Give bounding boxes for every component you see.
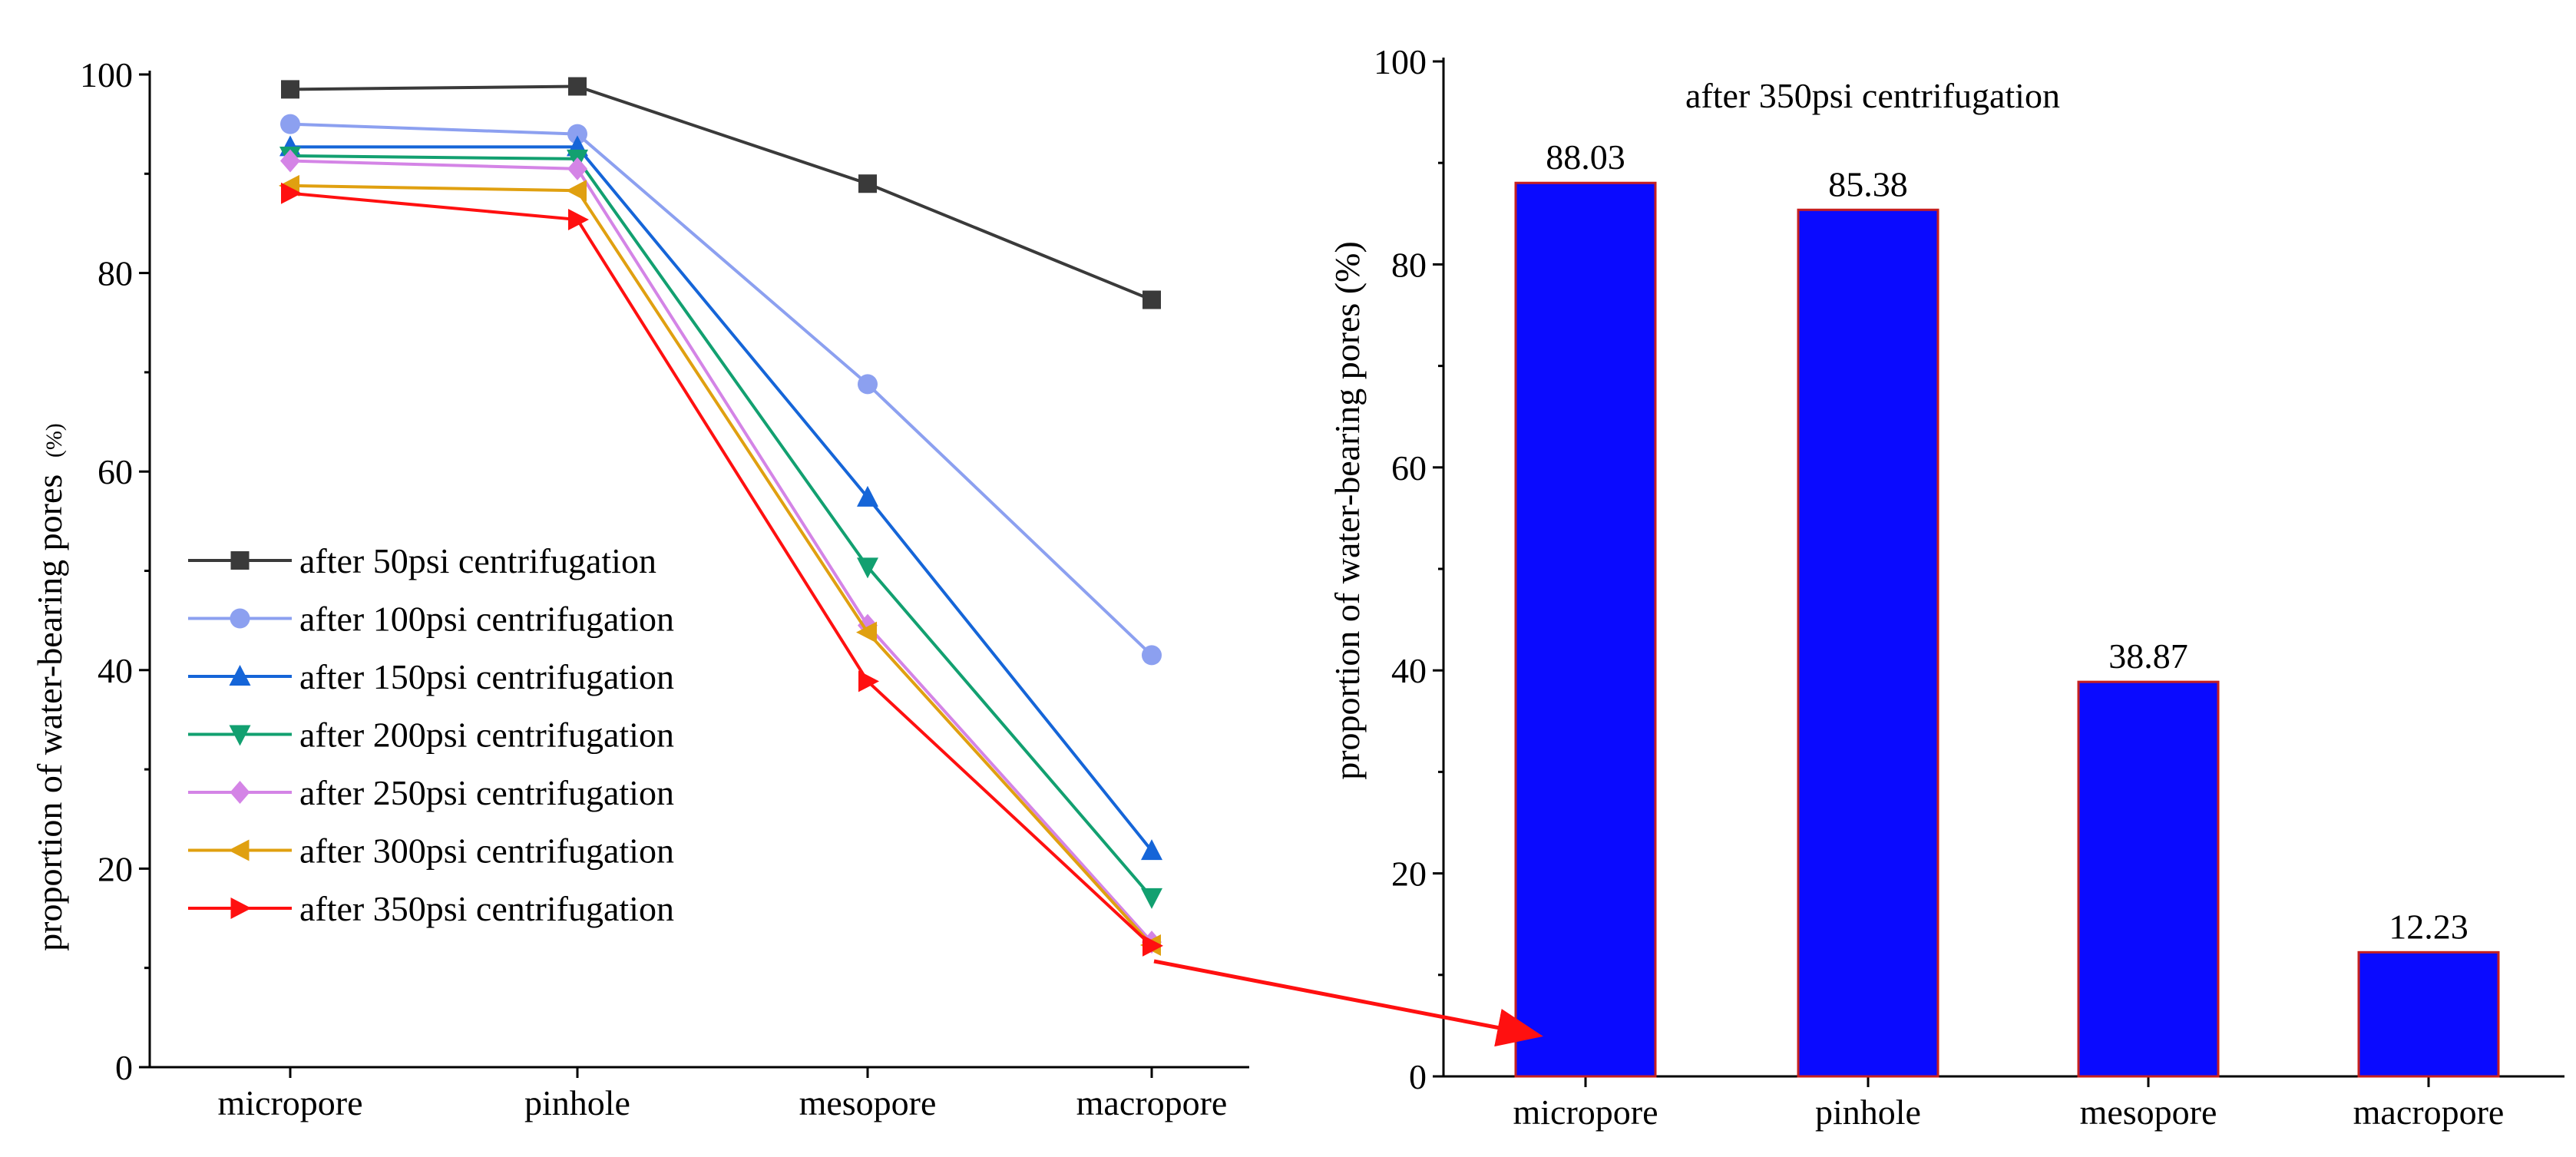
bar-chart-x-tick-label: mesopore: [2080, 1093, 2217, 1132]
line-series: [281, 182, 1163, 957]
line-data-point: [567, 157, 587, 180]
line-chart-legend: after 50psi centrifugation after 100psi c…: [188, 541, 674, 928]
bar-chart-y-axis-label: proportion of water-bearing pores (%): [1328, 241, 1367, 780]
legend-label: after 100psi centrifugation: [299, 600, 674, 639]
bar: [1514, 181, 1657, 1078]
legend-swatch-marker: [229, 725, 251, 746]
legend-swatch-marker: [230, 608, 250, 629]
line-chart: 0 20 40 60 80 100 micropore pinhole mesopore macr…: [30, 55, 1249, 1122]
bar-chart-y-tick-label: 40: [1391, 651, 1427, 690]
legend-label: after 50psi centrifugation: [299, 541, 656, 580]
legend-item: after 350psi centrifugation: [188, 889, 674, 928]
line-data-point: [568, 77, 587, 96]
line-data-point: [566, 180, 587, 202]
line-series-path: [289, 191, 1153, 947]
legend-label: after 150psi centrifugation: [299, 657, 674, 696]
line-series-path: [289, 154, 1153, 899]
line-data-point: [858, 174, 877, 193]
bar: [1797, 208, 1939, 1078]
bar-chart-bars: 88.03 85.38 38.87 12.23: [1514, 137, 2500, 1078]
line-chart-y-tick-label: 0: [115, 1048, 133, 1087]
legend-swatch-marker: [229, 665, 251, 686]
line-chart-y-axis-unit: (%): [41, 423, 67, 458]
line-data-point: [858, 670, 879, 693]
line-series-path: [290, 145, 1153, 852]
bar-chart-y-tick-label: 80: [1391, 245, 1427, 284]
bar-value-label: 88.03: [1546, 137, 1625, 177]
line-chart-axes: 0 20 40 60 80 100 micropore pinhole mesopore macr…: [80, 55, 1249, 1122]
legend-item: after 300psi centrifugation: [188, 831, 674, 871]
line-data-point: [857, 485, 878, 507]
line-data-point: [1141, 839, 1162, 861]
legend-label: after 250psi centrifugation: [299, 773, 674, 812]
line-chart-y-tick-label: 80: [98, 254, 133, 293]
line-data-point: [280, 114, 300, 134]
line-series-path: [289, 84, 1152, 302]
legend-swatch-marker: [230, 781, 250, 804]
bar: [2077, 680, 2220, 1078]
legend-item: after 200psi centrifugation: [188, 716, 674, 755]
line-series: [281, 77, 1161, 309]
line-data-point: [567, 124, 587, 144]
legend-swatch-marker: [228, 839, 250, 861]
bar-value-label: 38.87: [2108, 636, 2188, 676]
legend-label: after 200psi centrifugation: [299, 716, 674, 755]
bar-chart: 0 20 40 60 80 100 micropore pinhole mesopore macr…: [1328, 42, 2564, 1132]
line-series-path: [289, 159, 1153, 944]
line-chart-y-tick-label: 100: [80, 55, 133, 94]
line-chart-x-tick-label: pinhole: [524, 1083, 630, 1122]
line-chart-series-group: [279, 77, 1163, 957]
line-chart-x-tick-label: micropore: [217, 1083, 362, 1122]
legend-swatch-marker: [230, 898, 252, 919]
legend-swatch-marker: [230, 551, 250, 570]
line-series: [280, 114, 1162, 666]
line-series-path: [289, 122, 1153, 656]
line-data-point: [857, 557, 878, 579]
bar-chart-x-tick-label: macropore: [2353, 1093, 2505, 1132]
bar: [2357, 950, 2500, 1078]
line-data-point: [281, 80, 299, 99]
legend-item: after 150psi centrifugation: [188, 657, 674, 696]
bar-value-label: 12.23: [2389, 907, 2469, 946]
legend-item: after 100psi centrifugation: [188, 600, 674, 639]
legend-item: after 50psi centrifugation: [188, 541, 656, 580]
line-chart-x-tick-label: mesopore: [799, 1083, 937, 1122]
bar-chart-y-tick-label: 100: [1374, 42, 1427, 81]
line-chart-y-tick-label: 60: [98, 452, 133, 491]
line-data-point: [858, 374, 878, 395]
line-series-path: [289, 183, 1153, 947]
line-chart-y-axis-label-text: proportion of water-bearing pores: [30, 474, 69, 951]
bar-chart-x-tick-label: pinhole: [1815, 1093, 1921, 1132]
line-data-point: [281, 182, 302, 204]
legend-item: after 250psi centrifugation: [188, 773, 674, 812]
line-data-point: [1143, 290, 1161, 309]
line-chart-y-axis-label: proportion of water-bearing pores (%): [30, 423, 69, 951]
legend-label: after 300psi centrifugation: [299, 831, 674, 871]
bar-value-label: 85.38: [1828, 164, 1908, 203]
line-data-point: [1141, 888, 1162, 909]
bar-chart-y-tick-label: 20: [1391, 855, 1427, 894]
line-data-point: [280, 149, 300, 173]
line-chart-x-tick-label: macropore: [1076, 1083, 1228, 1122]
bar-chart-y-tick-label: 60: [1391, 448, 1427, 488]
bar-chart-axes: 0 20 40 60 80 100 micropore pinhole mesopore macr…: [1374, 42, 2564, 1132]
line-data-point: [1142, 645, 1162, 666]
line-data-point: [568, 209, 589, 231]
bar-chart-x-tick-label: micropore: [1513, 1093, 1658, 1132]
line-data-point: [856, 621, 877, 643]
legend-label: after 350psi centrifugation: [299, 889, 674, 928]
line-chart-y-tick-label: 40: [98, 651, 133, 690]
bar-chart-title: after 350psi centrifugation: [1685, 76, 2060, 115]
bar-chart-y-tick-label: 0: [1409, 1057, 1427, 1096]
annotation-arrow: [1153, 959, 1543, 1047]
line-data-point: [1143, 934, 1163, 957]
line-chart-y-tick-label: 20: [98, 849, 133, 888]
